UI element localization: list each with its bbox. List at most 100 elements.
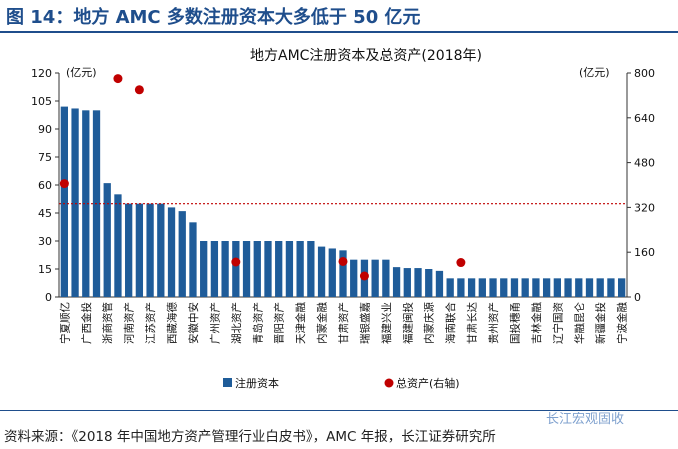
asset-dot <box>338 256 348 266</box>
right-axis-unit: (亿元) <box>579 66 610 79</box>
bar <box>264 241 272 297</box>
bar <box>607 278 615 297</box>
bar <box>553 278 561 297</box>
bar <box>532 278 540 297</box>
bar <box>403 268 411 297</box>
bar <box>60 106 68 297</box>
bar <box>71 108 79 297</box>
x-tick-label: 广州资产 <box>208 302 221 344</box>
left-tick-label: 30 <box>38 235 52 248</box>
bar <box>242 241 251 297</box>
left-tick-label: 90 <box>38 123 52 136</box>
x-tick-label: 浙商资管 <box>101 302 114 344</box>
bar <box>167 207 176 297</box>
bar <box>232 241 240 297</box>
asset-dot <box>113 74 123 84</box>
x-tick-label: 江苏资产 <box>144 302 157 344</box>
bar <box>285 241 294 297</box>
bar <box>253 241 261 297</box>
bar <box>371 259 379 297</box>
x-tick-label: 福建闽投 <box>401 302 414 344</box>
x-tick-label: 贵州资产 <box>487 302 500 344</box>
x-tick-label: 西藏海德 <box>166 302 179 344</box>
x-tick-label: 国投穗甬 <box>508 302 521 344</box>
bar <box>500 278 508 297</box>
bar <box>392 267 401 297</box>
right-tick-label: 800 <box>634 67 655 80</box>
x-tick-label: 瑞银盛嘉 <box>358 302 371 344</box>
x-tick-label: 辽宁国资 <box>551 302 564 344</box>
right-tick-label: 160 <box>634 246 655 259</box>
bar <box>425 269 433 297</box>
left-tick-label: 45 <box>38 207 52 220</box>
legend-label-bar: 注册资本 <box>235 376 279 390</box>
bar <box>435 270 444 297</box>
left-tick-label: 120 <box>31 67 52 80</box>
bar <box>350 259 358 297</box>
bar <box>478 278 486 297</box>
bar <box>510 278 519 297</box>
bar <box>446 278 454 297</box>
x-tick-label: 华融昆仑 <box>573 302 586 344</box>
left-tick-label: 75 <box>38 151 52 164</box>
asset-dot <box>359 271 369 281</box>
legend-swatch-dot <box>384 378 394 388</box>
right-tick-label: 480 <box>634 157 655 170</box>
bar <box>618 278 626 297</box>
legend-swatch-bar <box>223 378 232 387</box>
bar <box>275 241 283 297</box>
bar <box>457 278 465 297</box>
bar <box>542 278 551 297</box>
left-tick-label: 0 <box>45 291 52 304</box>
asset-dot <box>231 257 241 267</box>
asset-dot <box>59 179 69 189</box>
bar <box>135 203 144 297</box>
source-note: 资料来源：《2018 年中国地方资产管理行业白皮书》，AMC 年报，长江证券研究… <box>4 429 496 445</box>
bar <box>221 241 229 297</box>
left-tick-label: 15 <box>38 263 52 276</box>
figure-title: 图 14：地方 AMC 多数注册资本大多低于 50 亿元 <box>6 7 421 28</box>
bar <box>157 203 165 297</box>
right-tick-label: 320 <box>634 201 655 214</box>
x-tick-label: 吉林金融 <box>530 302 543 344</box>
bar <box>200 241 208 297</box>
bar <box>414 268 422 297</box>
chart-title: 地方AMC注册资本及总资产(2018年) <box>250 48 482 64</box>
bar <box>296 241 304 297</box>
x-tick-label: 晋阳资产 <box>273 302 286 344</box>
x-tick-label: 天津金融 <box>294 302 307 344</box>
left-tick-label: 105 <box>31 95 52 108</box>
bar <box>585 278 594 297</box>
bar <box>382 259 390 297</box>
bar <box>307 241 315 297</box>
x-tick-label: 海南联合 <box>444 302 457 344</box>
bar <box>103 183 111 297</box>
bar <box>146 203 154 297</box>
bar <box>564 278 572 297</box>
x-tick-label: 安徽中安 <box>187 302 200 344</box>
bar <box>210 241 219 297</box>
watermark: 长江宏观固收 <box>546 412 625 427</box>
bar <box>178 211 186 297</box>
bar <box>521 278 529 297</box>
x-tick-label: 内蒙庆源 <box>423 302 436 344</box>
bar <box>339 250 347 297</box>
bar <box>82 110 90 297</box>
left-tick-label: 60 <box>38 179 52 192</box>
bar <box>317 246 326 297</box>
legend-label-dot: 总资产(右轴) <box>396 376 460 390</box>
x-tick-label: 甘肃长达 <box>466 302 479 344</box>
bar <box>114 194 122 297</box>
x-tick-label: 湖北资产 <box>230 302 243 344</box>
bar <box>189 222 197 297</box>
bar <box>328 248 336 297</box>
bar <box>125 203 133 297</box>
left-axis-unit: (亿元) <box>66 66 97 79</box>
x-tick-label: 广西金投 <box>80 302 93 344</box>
x-tick-label: 内蒙金融 <box>316 302 329 344</box>
x-tick-label: 新疆金投 <box>594 302 607 344</box>
x-tick-label: 甘肃资产 <box>337 302 350 344</box>
x-tick-label: 宁波金融 <box>616 302 629 344</box>
x-tick-label: 青岛资产 <box>251 302 264 344</box>
bar <box>467 278 476 297</box>
